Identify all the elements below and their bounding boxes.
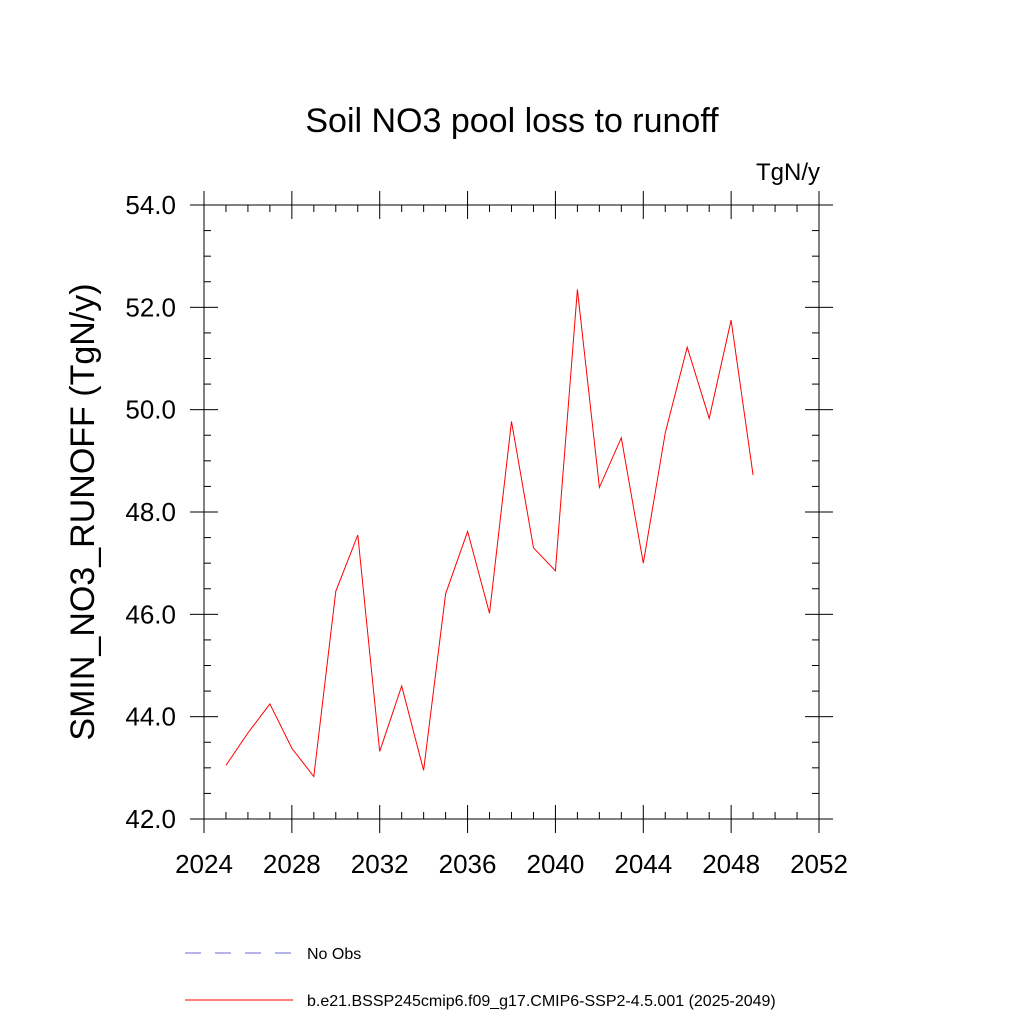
- chart-title: Soil NO3 pool loss to runoff: [305, 102, 719, 140]
- x-tick-label: 2028: [263, 849, 321, 879]
- x-tick-label: 2044: [614, 849, 672, 879]
- y-tick-label: 42.0: [125, 804, 176, 834]
- x-tick-label: 2024: [175, 849, 233, 879]
- y-tick-label: 54.0: [125, 190, 176, 220]
- y-axis-label: SMIN_NO3_RUNOFF (TgN/y): [64, 283, 102, 740]
- x-tick-label: 2036: [439, 849, 497, 879]
- axis-ticks: [190, 191, 833, 833]
- axis-tick-labels: 2024 2028 2032 2036 2040 2044 2048 2052 42.0 44.0…: [125, 190, 848, 879]
- series-line: [225, 289, 754, 778]
- y-tick-label: 52.0: [125, 292, 176, 322]
- series-group: [225, 289, 754, 778]
- x-tick-label: 2048: [702, 849, 760, 879]
- y-tick-label: 46.0: [125, 599, 176, 629]
- x-tick-label: 2052: [790, 849, 848, 879]
- y-tick-label: 44.0: [125, 702, 176, 732]
- legend-label: b.e21.BSSP245cmip6.f09_g17.CMIP6-SSP2-4.…: [307, 993, 776, 1010]
- y-tick-label: 50.0: [125, 395, 176, 425]
- x-tick-label: 2032: [351, 849, 409, 879]
- legend-label: No Obs: [307, 946, 361, 963]
- y-tick-label: 48.0: [125, 497, 176, 527]
- plot-frame: [203, 204, 820, 820]
- x-tick-label: 2040: [527, 849, 585, 879]
- units-label: TgN/y: [756, 159, 820, 186]
- legend: No Obs b.e21.BSSP245cmip6.f09_g17.CMIP6-S…: [185, 946, 776, 1010]
